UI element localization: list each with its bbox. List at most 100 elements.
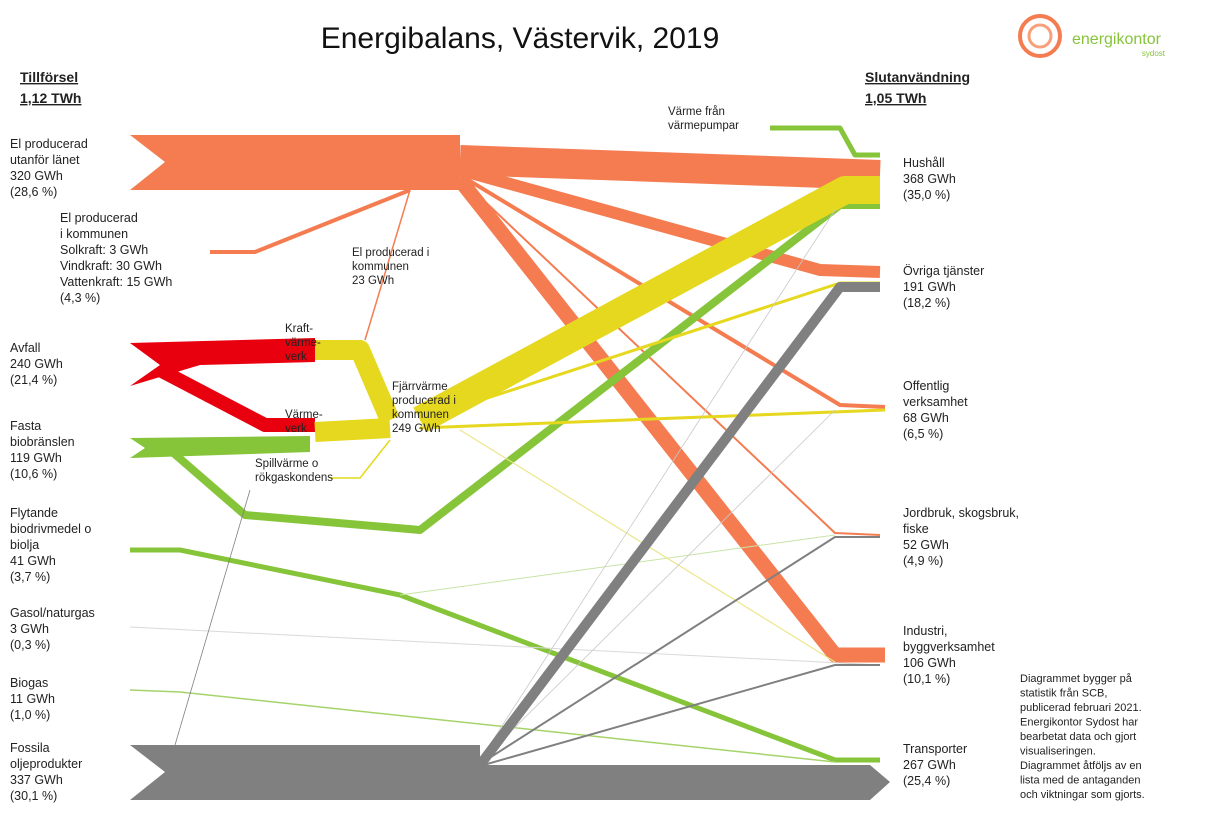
node-label: Värme från värmepumpar <box>668 106 739 132</box>
use-header: Slutanvändning <box>865 69 970 85</box>
node-label-line: verk <box>285 351 307 363</box>
node-label: Kraft-värme-verk <box>285 323 321 363</box>
use-label-line: (35,0 %) <box>903 188 950 202</box>
note-line: och viktningar som gjorts. <box>1020 789 1145 801</box>
note-line: Diagrammet bygger på <box>1020 673 1133 685</box>
source-label: Avfall 240 GWh (21,4 %) <box>10 341 63 387</box>
use-label-line: 52 GWh <box>903 538 949 552</box>
use-label-line: 68 GWh <box>903 411 949 425</box>
flow <box>330 439 391 479</box>
use-label-line: 368 GWh <box>903 172 956 186</box>
use-label-line: Transporter <box>903 742 967 756</box>
title: Energibalans, Västervik, 2019 <box>321 22 720 55</box>
node-label-line: Kraft- <box>285 323 313 335</box>
source-label-line: utanför länet <box>10 153 80 167</box>
use-label: Transporter 267 GWh (25,4 %) <box>903 742 967 788</box>
flow <box>130 745 480 800</box>
flow <box>459 145 881 190</box>
logo-swirl <box>1018 14 1062 58</box>
flow <box>156 363 315 432</box>
node-label-line: producerad i <box>392 395 456 407</box>
use-label-line: (10,1 %) <box>903 672 950 686</box>
source-label-line: Fossila <box>10 741 50 755</box>
flow <box>476 282 880 769</box>
flow <box>129 626 881 666</box>
note-line: Energikontor Sydost har <box>1020 717 1138 729</box>
use-total: 1,05 TWh <box>865 90 926 106</box>
source-label-line: (4,3 %) <box>60 291 100 305</box>
note-line: visualiseringen. <box>1020 746 1096 758</box>
source-label-line: El producerad <box>60 211 138 225</box>
flow <box>419 408 886 430</box>
node-label-line: Fjärrvärme <box>392 381 448 393</box>
use-label-line: 267 GWh <box>903 758 956 772</box>
source-label-line: (21,4 %) <box>10 373 57 387</box>
note-line: statistik från SCB, <box>1020 688 1107 700</box>
node-label-line: 249 GWh <box>392 423 441 435</box>
source-label: Fossila oljeprodukter 337 GWh (30,1 %) <box>10 741 82 803</box>
source-label: El producerad utanför länet 320 GWh (28,6 %… <box>10 137 88 199</box>
supply-header: Tillförsel <box>20 69 78 85</box>
flow <box>770 125 880 158</box>
note-line: bearbetat data och gjort <box>1020 731 1136 743</box>
source-label-line: (30,1 %) <box>10 789 57 803</box>
flow <box>210 188 411 254</box>
note-line: lista med de antaganden <box>1020 775 1140 787</box>
node-label: El producerad i kommunen 23 GWh <box>352 247 429 287</box>
use-label-line: Övriga tjänster <box>903 264 984 278</box>
logo-sub: sydost <box>1142 49 1166 58</box>
node-label-line: Värme- <box>285 409 323 421</box>
source-label-line: 11 GWh <box>10 692 55 706</box>
source-label: Biogas 11 GWh (1,0 %) <box>10 676 55 722</box>
node-label: Värme-verk <box>285 409 323 435</box>
source-label: El producerad i kommunen Solkraft: 3 GWh Vi… <box>60 211 172 305</box>
source-label-line: 3 GWh <box>10 622 49 636</box>
flow <box>174 489 251 746</box>
source-label-line: El producerad <box>10 137 88 151</box>
node-label-line: El producerad i <box>352 247 429 259</box>
use-label: Jordbruk, skogsbruk, fiske 52 GWh (4,9 %) <box>903 506 1019 568</box>
source-label-line: Flytande <box>10 506 58 520</box>
flow <box>130 338 315 386</box>
flow <box>458 164 881 278</box>
flow <box>399 534 836 596</box>
source-label-line: Solkraft: 3 GWh <box>60 243 148 257</box>
use-label-line: Hushåll <box>903 156 945 170</box>
supply-total: 1,12 TWh <box>20 90 81 106</box>
use-label-line: Industri, <box>903 624 947 638</box>
source-label-line: i kommunen <box>60 227 128 241</box>
use-label-line: Jordbruk, skogsbruk, <box>903 506 1019 520</box>
source-label: Gasol/naturgas 3 GWh (0,3 %) <box>10 606 95 652</box>
use-label-line: (4,9 %) <box>903 554 943 568</box>
use-label: Industri, byggverksamhet 106 GWh (10,1 %) <box>903 624 995 686</box>
use-label-line: fiske <box>903 522 929 536</box>
flow <box>364 189 411 341</box>
flow <box>458 173 886 409</box>
use-label-line: Offentlig <box>903 379 949 393</box>
source-label-line: Fasta <box>10 419 41 433</box>
source-label-line: Vattenkraft: 15 GWh <box>60 275 172 289</box>
use-label-line: byggverksamhet <box>903 640 995 654</box>
use-label-line: verksamhet <box>903 395 968 409</box>
source-label-line: (1,0 %) <box>10 708 50 722</box>
use-label: Övriga tjänster 191 GWh (18,2 %) <box>903 264 984 310</box>
node-label-line: Värme från <box>668 106 725 118</box>
logo: energikontor sydost <box>1018 14 1166 58</box>
use-label-line: (6,5 %) <box>903 427 943 441</box>
use-label: Offentlig verksamhet 68 GWh (6,5 %) <box>903 379 968 441</box>
note-line: Diagrammet åtföljs av en <box>1020 760 1142 772</box>
node-label-line: verk <box>285 423 307 435</box>
node-label: Spillvärme o rökgaskondens <box>255 458 333 484</box>
flow <box>130 436 310 458</box>
source-label-line: Gasol/naturgas <box>10 606 95 620</box>
node-label-line: värmepumpar <box>668 120 739 132</box>
source-label-line: (0,3 %) <box>10 638 50 652</box>
logo-name: energikontor <box>1072 31 1162 48</box>
source-label-line: 119 GWh <box>10 451 62 465</box>
flows <box>129 125 890 800</box>
source-label-line: 240 GWh <box>10 357 63 371</box>
source-label-line: 320 GWh <box>10 169 63 183</box>
source-label-line: biolja <box>10 538 39 552</box>
flow <box>167 201 880 534</box>
source-label-line: Vindkraft: 30 GWh <box>60 259 162 273</box>
